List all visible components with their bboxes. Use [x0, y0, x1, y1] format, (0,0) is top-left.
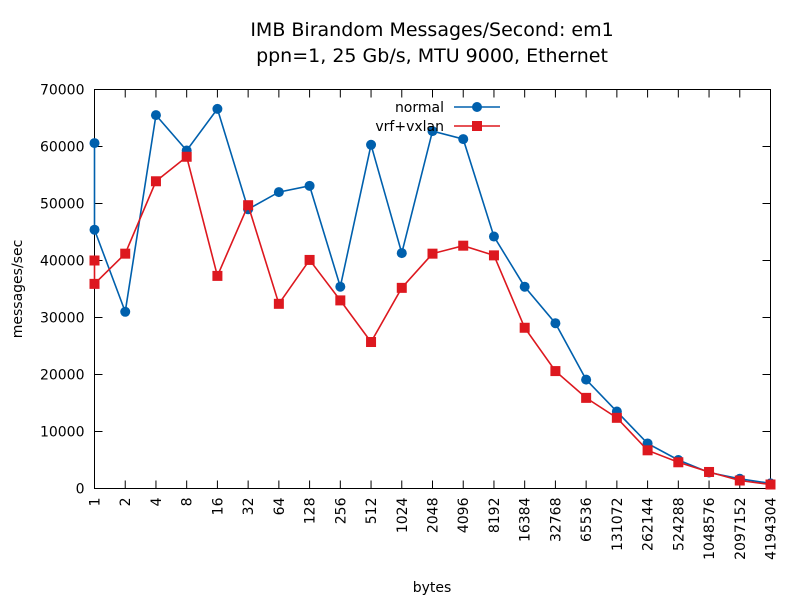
data-point [335, 295, 346, 306]
x-tick-label: 2048 [426, 498, 442, 534]
x-tick-label: 16 [210, 497, 226, 515]
data-point [212, 270, 223, 281]
data-point [581, 374, 592, 385]
x-axis: 1 2 4 8 16 32 64 128 256 512 1024 2048 4096 8192 16384… [88, 89, 780, 560]
x-tick-label: 4096 [456, 497, 472, 533]
x-axis-label: bytes [413, 580, 452, 596]
x-tick-label: 1048576 [702, 497, 718, 559]
data-point [673, 457, 684, 468]
chart-subtitle: ppn=1, 25 Gb/s, MTU 9000, Ethernet [256, 45, 608, 67]
x-tick-label: 128 [303, 498, 319, 525]
data-point [765, 479, 776, 490]
data-point [488, 231, 499, 242]
y-axis: 0 10000 20000 30000 40000 50000 60000 70000 [40, 83, 771, 498]
data-point [89, 278, 100, 289]
legend-label: normal [395, 100, 444, 116]
x-tick-label: 32 [241, 498, 257, 516]
chart-title: IMB Birandom Messages/Second: em1 [250, 19, 613, 41]
x-tick-label: 4 [149, 497, 165, 506]
data-point [273, 187, 284, 198]
data-point [396, 282, 407, 293]
data-point [734, 475, 745, 486]
series-normal [89, 103, 776, 489]
data-point [212, 103, 223, 114]
x-tick-label: 256 [333, 497, 349, 524]
data-point [150, 176, 161, 187]
data-point [704, 466, 715, 477]
series-vrf-vxlan [89, 151, 776, 490]
series-line [93, 107, 771, 485]
data-point [150, 110, 161, 121]
data-point [335, 281, 346, 292]
x-tick-label: 2 [118, 498, 134, 507]
data-point [89, 255, 100, 266]
legend: normal vrf+vxlan [375, 100, 500, 135]
x-tick-label: 64 [272, 497, 288, 515]
y-tick-label: 70000 [40, 83, 85, 99]
data-point [89, 138, 100, 149]
y-tick-label: 10000 [40, 425, 85, 441]
data-point [427, 126, 438, 137]
data-point [458, 134, 469, 145]
data-point [366, 337, 377, 348]
legend-label: vrf+vxlan [375, 119, 444, 135]
series-line [93, 155, 771, 486]
data-point [366, 139, 377, 150]
series-layer [89, 103, 776, 490]
y-tick-label: 40000 [40, 254, 85, 270]
plot-frame [94, 89, 771, 489]
y-tick-label: 60000 [40, 140, 85, 156]
x-tick-label: 4194304 [764, 497, 780, 559]
legend-marker [472, 102, 482, 112]
data-point [181, 151, 192, 162]
data-point [273, 298, 284, 309]
data-point [550, 366, 561, 377]
x-tick-label: 32768 [548, 498, 564, 543]
data-point [427, 248, 438, 259]
data-point [458, 240, 469, 251]
data-point [488, 250, 499, 261]
y-tick-label: 30000 [40, 311, 85, 327]
x-tick-label: 8 [180, 498, 196, 507]
data-point [304, 180, 315, 191]
x-tick-label: 1024 [395, 497, 411, 533]
data-point [243, 200, 254, 211]
x-tick-label: 2097152 [733, 498, 749, 560]
data-point [611, 412, 622, 423]
data-point [304, 254, 315, 265]
x-tick-label: 16384 [518, 497, 534, 542]
y-tick-label: 0 [76, 482, 85, 498]
x-tick-label: 1 [88, 498, 104, 507]
data-point [120, 248, 131, 259]
y-tick-label: 50000 [40, 197, 85, 213]
x-tick-label: 131072 [610, 498, 626, 551]
x-tick-label: 524288 [671, 498, 687, 551]
x-tick-label: 8192 [487, 498, 503, 534]
data-point [581, 392, 592, 403]
data-point [396, 248, 407, 259]
legend-marker [472, 121, 482, 131]
x-tick-label: 65536 [579, 497, 595, 542]
y-axis-label: messages/sec [10, 240, 26, 339]
x-tick-label: 512 [364, 498, 380, 525]
data-point [550, 318, 561, 329]
y-tick-label: 20000 [40, 368, 85, 384]
data-point [89, 224, 100, 235]
data-point [642, 445, 653, 456]
data-point [519, 281, 530, 292]
data-point [120, 306, 131, 317]
data-point [519, 322, 530, 333]
x-tick-label: 262144 [641, 497, 657, 551]
